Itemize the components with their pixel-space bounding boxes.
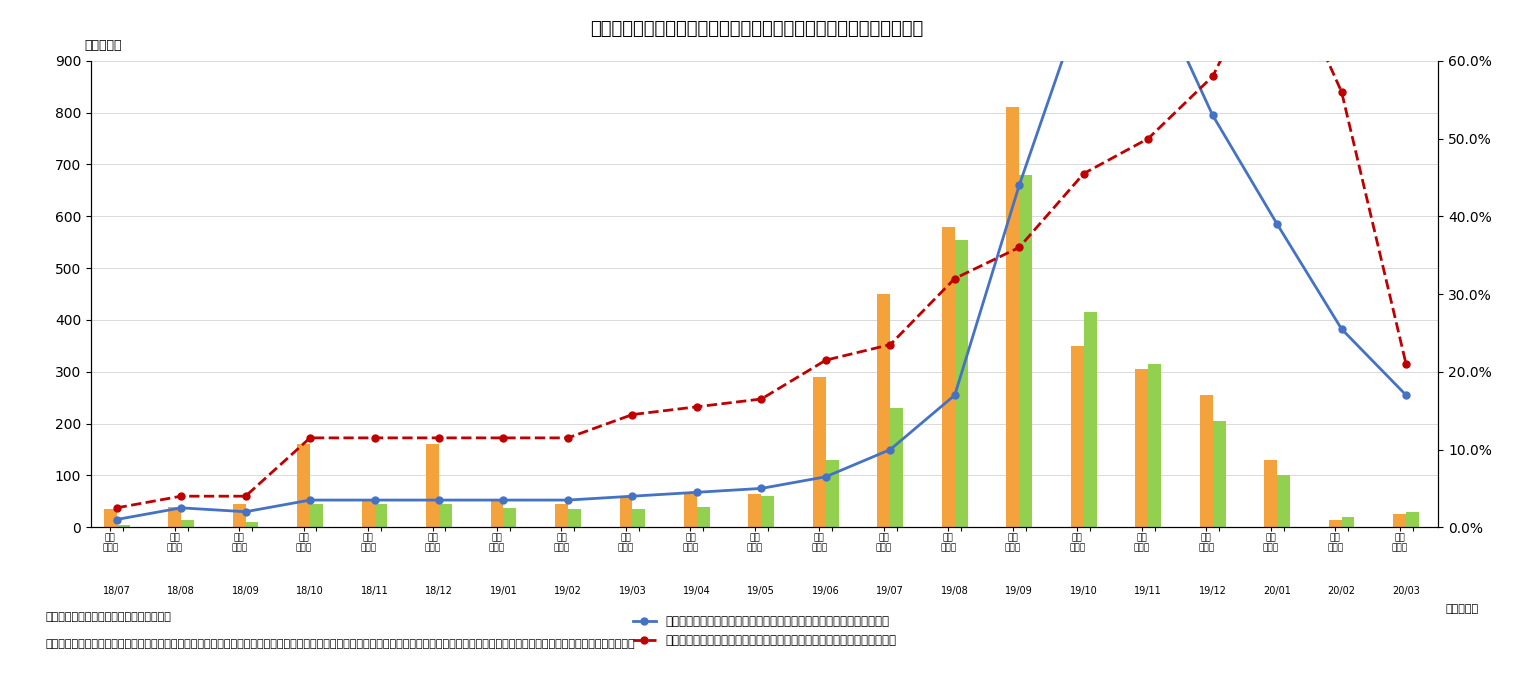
Bar <box>182 520 194 527</box>
Text: 18/07: 18/07 <box>103 585 130 596</box>
Text: 18/12: 18/12 <box>425 585 453 596</box>
Bar <box>1007 107 1019 527</box>
Text: 19/05: 19/05 <box>748 585 775 596</box>
Bar <box>825 460 839 527</box>
Bar <box>568 509 581 527</box>
Text: 図７：景気判断理由集における消費税率引き上げ関連の回答数と割合: 図７：景気判断理由集における消費税率引き上げ関連の回答数と割合 <box>590 20 924 39</box>
Bar <box>1407 512 1419 527</box>
Text: 20/03: 20/03 <box>1393 585 1420 596</box>
Bar <box>955 240 967 527</box>
Bar <box>1329 520 1341 527</box>
Text: 19/06: 19/06 <box>812 585 840 596</box>
Bar <box>310 504 322 527</box>
Text: （回答数）: （回答数） <box>85 39 121 51</box>
Bar <box>762 496 774 527</box>
Bar <box>1019 175 1033 527</box>
Bar <box>1264 460 1278 527</box>
Bar <box>878 294 890 527</box>
Text: 19/04: 19/04 <box>683 585 710 596</box>
Text: 19/01: 19/01 <box>489 585 518 596</box>
Bar <box>1393 514 1407 527</box>
Text: 19/11: 19/11 <box>1134 585 1163 596</box>
Text: （注）消費税率引き上げ関連の回答は、「消費税」、「増税」、「税率」のいずれかのワードを含むもの。１つの回答の中で複数のワードが言及された場合でも回答数は１となる: （注）消費税率引き上げ関連の回答は、「消費税」、「増税」、「税率」のいずれかのワ… <box>45 639 634 649</box>
Text: 18/11: 18/11 <box>360 585 389 596</box>
Bar <box>813 377 825 527</box>
Text: 18/08: 18/08 <box>167 585 195 596</box>
Bar <box>633 509 645 527</box>
Text: 19/07: 19/07 <box>877 585 904 596</box>
Bar <box>491 499 504 527</box>
Bar <box>1213 421 1225 527</box>
Bar <box>104 509 117 527</box>
Bar <box>297 444 310 527</box>
Bar <box>556 504 568 527</box>
Bar <box>1341 517 1355 527</box>
Bar <box>890 408 904 527</box>
Text: 18/09: 18/09 <box>232 585 259 596</box>
Bar <box>362 502 374 527</box>
Bar <box>1084 312 1096 527</box>
Text: 18/10: 18/10 <box>297 585 324 596</box>
Text: （年／月）: （年／月） <box>1446 604 1478 614</box>
Bar <box>117 525 130 527</box>
Text: 19/03: 19/03 <box>619 585 646 596</box>
Bar <box>245 522 259 527</box>
Bar <box>168 506 182 527</box>
Text: 19/08: 19/08 <box>940 585 969 596</box>
Text: 19/10: 19/10 <box>1070 585 1098 596</box>
Bar <box>1278 475 1290 527</box>
Bar <box>942 226 955 527</box>
Bar <box>748 493 762 527</box>
Bar <box>684 493 696 527</box>
Bar <box>439 504 451 527</box>
Bar <box>504 508 516 527</box>
Bar <box>696 506 710 527</box>
Bar <box>233 504 245 527</box>
Bar <box>1148 364 1161 527</box>
Bar <box>619 496 633 527</box>
Text: 19/02: 19/02 <box>554 585 581 596</box>
Bar <box>1199 395 1213 527</box>
Bar <box>425 444 439 527</box>
Bar <box>1136 369 1148 527</box>
Bar <box>1070 346 1084 527</box>
Text: 20/02: 20/02 <box>1328 585 1355 596</box>
Text: 19/12: 19/12 <box>1199 585 1226 596</box>
Bar <box>374 504 388 527</box>
Text: （出所）内閣府「景気ウォッチャー調査」: （出所）内閣府「景気ウォッチャー調査」 <box>45 612 171 622</box>
Text: 20/01: 20/01 <box>1263 585 1291 596</box>
Text: 19/09: 19/09 <box>1005 585 1033 596</box>
Legend: 現状判断理由に占める消費税率引き上げ関連ワードを含む割合（右軸）, 先行き判断理由に占める消費税率引き上げ関連ワードを含む割合（右軸）: 現状判断理由に占める消費税率引き上げ関連ワードを含む割合（右軸）, 先行き判断理… <box>628 610 901 652</box>
